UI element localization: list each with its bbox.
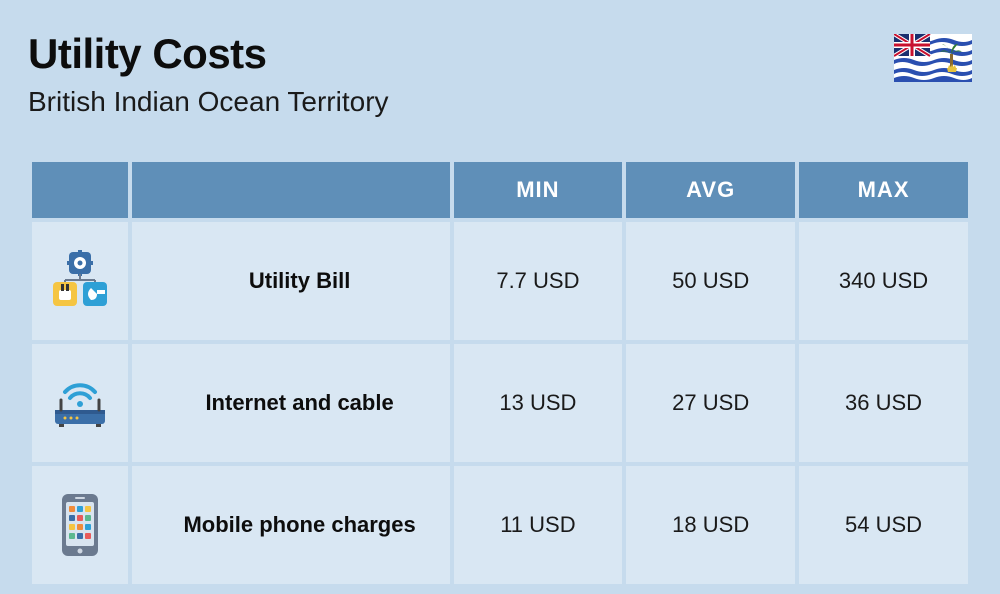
title-block: Utility Costs British Indian Ocean Terri… — [28, 30, 389, 118]
table-row: Internet and cable 13 USD 27 USD 36 USD — [32, 344, 968, 462]
header-blank-label — [132, 162, 450, 218]
page-subtitle: British Indian Ocean Territory — [28, 86, 389, 118]
cell-min: 7.7 USD — [454, 222, 623, 340]
table-header-row: MIN AVG MAX — [32, 162, 968, 218]
table-row: Utility Bill 7.7 USD 50 USD 340 USD — [32, 222, 968, 340]
cell-min: 11 USD — [454, 466, 623, 584]
col-max: MAX — [799, 162, 968, 218]
flag-icon — [894, 34, 972, 82]
cell-label: Utility Bill — [132, 222, 450, 340]
router-icon — [32, 344, 128, 462]
cell-avg: 18 USD — [626, 466, 795, 584]
col-min: MIN — [454, 162, 623, 218]
cell-max: 54 USD — [799, 466, 968, 584]
col-avg: AVG — [626, 162, 795, 218]
costs-table: MIN AVG MAX — [28, 158, 972, 588]
cell-max: 36 USD — [799, 344, 968, 462]
cell-avg: 27 USD — [626, 344, 795, 462]
cell-icon — [32, 222, 128, 340]
cell-icon — [32, 466, 128, 584]
cell-min: 13 USD — [454, 344, 623, 462]
cell-label: Internet and cable — [132, 344, 450, 462]
cell-avg: 50 USD — [626, 222, 795, 340]
cell-label: Mobile phone charges — [132, 466, 450, 584]
utility-icon — [32, 222, 128, 340]
phone-icon — [32, 466, 128, 584]
cell-max: 340 USD — [799, 222, 968, 340]
header: Utility Costs British Indian Ocean Terri… — [28, 30, 972, 118]
header-blank-icon — [32, 162, 128, 218]
cell-icon — [32, 344, 128, 462]
page-title: Utility Costs — [28, 30, 389, 78]
table-row: Mobile phone charges 11 USD 18 USD 54 US… — [32, 466, 968, 584]
